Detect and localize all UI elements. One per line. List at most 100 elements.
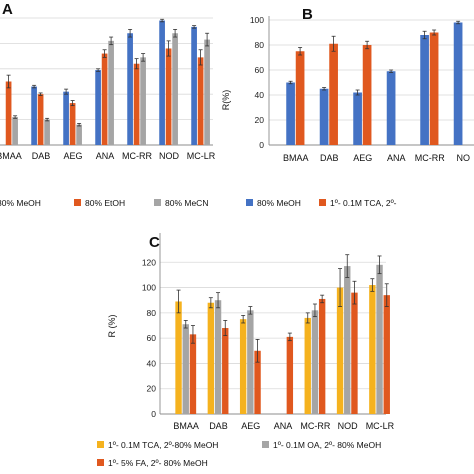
- x-tick-label: MC-RR: [300, 421, 330, 431]
- x-tick-label: BMAA: [283, 153, 309, 163]
- bar-gray: [140, 57, 146, 146]
- bar-gray: [214, 300, 222, 414]
- legend-label: 1º- 0.1M OA, 2º- 80% MeOH: [273, 440, 381, 450]
- bar-gray: [182, 324, 189, 414]
- y-tick-label: 0: [259, 140, 264, 150]
- x-tick-label: MC-LR: [187, 151, 216, 161]
- panel-letter: A: [2, 1, 13, 18]
- bar-blue: [191, 26, 197, 145]
- y-tick-label: 40: [147, 358, 157, 368]
- legend-label: 80% MeOH: [0, 198, 41, 208]
- legend-label: 80% MeOH: [257, 198, 301, 208]
- bar-orange: [351, 292, 358, 414]
- y-tick-label: 100: [142, 283, 156, 293]
- bar-blue: [319, 88, 329, 145]
- x-tick-label: ANA: [96, 151, 115, 161]
- bar-gray: [76, 124, 82, 145]
- bar-gray: [204, 39, 210, 146]
- bar-orange: [165, 48, 172, 146]
- bar-orange: [295, 51, 305, 145]
- y-tick-label: 20: [147, 384, 157, 394]
- bar-blue: [353, 92, 362, 145]
- y-axis-label: R(%): [221, 90, 231, 111]
- bar-orange: [101, 53, 108, 146]
- y-tick-label: 40: [255, 90, 265, 100]
- x-tick-label: AEG: [353, 153, 372, 163]
- chart-panel-a: A BMAA DAB AEG ANA MC-RR NOD MC-LR 80% MeOH 80% E…: [0, 1, 216, 208]
- legend-label: 80% EtOH: [85, 198, 125, 208]
- bar-orange: [318, 298, 326, 414]
- bar-orange: [429, 32, 439, 145]
- y-tick-label: 100: [250, 15, 264, 25]
- bar-blue: [31, 86, 37, 145]
- bar-orange: [189, 334, 197, 414]
- x-tick-label: BMAA: [0, 151, 22, 161]
- bar-blue: [159, 20, 165, 145]
- y-axis-label: R (%): [107, 315, 117, 338]
- y-tick-label: 60: [255, 65, 265, 75]
- bar-orange: [222, 328, 229, 414]
- bar-orange: [5, 81, 12, 145]
- x-tick-label: DAB: [209, 421, 228, 431]
- x-tick-label: AEG: [63, 151, 82, 161]
- x-tick-label: DAB: [32, 151, 51, 161]
- bar-orange: [362, 45, 372, 145]
- bar-gray: [376, 264, 383, 414]
- bar-gray: [44, 119, 50, 145]
- bar-blue: [286, 82, 295, 145]
- y-tick-label: 80: [147, 308, 157, 318]
- bar-orange: [133, 63, 140, 145]
- bar-blue: [95, 70, 101, 145]
- bar-yellow: [336, 287, 344, 414]
- legend-label: 1º- 0.1M TCA, 2º-: [330, 198, 397, 208]
- x-tick-label: NOD: [338, 421, 359, 431]
- y-tick-label: 0: [151, 409, 156, 419]
- x-tick-label: BMAA: [173, 421, 199, 431]
- bar-gray: [311, 310, 319, 414]
- bar-gray: [247, 310, 254, 414]
- x-tick-label: ANA: [274, 421, 293, 431]
- bar-blue: [420, 35, 429, 145]
- x-tick-label: ANA: [387, 153, 406, 163]
- legend-swatch: [154, 199, 161, 206]
- bar-gray: [12, 117, 18, 145]
- bar-orange: [383, 295, 390, 414]
- legend-swatch: [97, 441, 104, 448]
- bar-orange: [69, 103, 76, 145]
- y-tick-label: 80: [255, 40, 265, 50]
- panel-letter: B: [302, 6, 313, 23]
- bar-yellow: [304, 317, 311, 414]
- y-tick-label: 20: [255, 115, 265, 125]
- legend-label: 1º- 0.1M TCA, 2º-80% MeOH: [108, 440, 218, 450]
- bar-gray: [108, 40, 114, 145]
- legend-swatch: [262, 441, 269, 448]
- bar-orange: [37, 94, 44, 145]
- x-tick-label: AEG: [241, 421, 260, 431]
- x-tick-label: MC-LR: [366, 421, 395, 431]
- legend-swatch: [74, 199, 81, 206]
- x-tick-label: DAB: [320, 153, 339, 163]
- legend-swatch: [319, 199, 326, 206]
- bar-blue: [386, 71, 396, 145]
- bar-blue: [127, 33, 133, 145]
- chart-panel-c: 0 20 40 60 80 100 120 C R (%) BMAA DAB AEG ANA MC-RR N…: [97, 233, 395, 468]
- legend-label: 1º- 5% FA, 2º- 80% MeOH: [108, 458, 208, 468]
- bar-yellow: [369, 285, 376, 414]
- x-tick-label: NOD: [159, 151, 180, 161]
- chart-panel-b: 0 20 40 60 80 100 B R(%) BMAA DAB AEG ANA MC-RR NO 80%…: [221, 6, 474, 208]
- x-tick-label: MC-RR: [122, 151, 152, 161]
- bar-orange: [197, 57, 204, 146]
- bar-orange: [329, 43, 338, 145]
- bar-blue: [453, 22, 463, 145]
- y-tick-label: 120: [142, 257, 156, 267]
- bar-gray: [344, 266, 351, 414]
- bar-orange: [254, 350, 261, 414]
- bar-yellow: [175, 301, 182, 414]
- legend-label: 80% MeCN: [165, 198, 208, 208]
- x-tick-label: MC-RR: [415, 153, 445, 163]
- bar-blue: [63, 91, 69, 145]
- panel-letter: C: [149, 234, 160, 251]
- y-tick-label: 60: [147, 333, 157, 343]
- legend-swatch: [97, 459, 104, 466]
